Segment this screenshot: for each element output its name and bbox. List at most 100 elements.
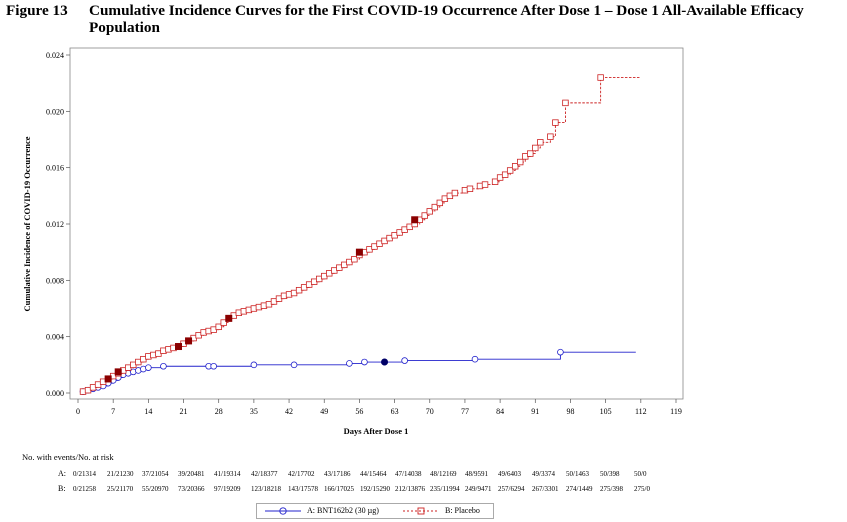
series-b-point <box>562 99 569 107</box>
legend-a-marker <box>279 507 287 515</box>
y-axis-label: Cumulative Incidence of COVID-19 Occurre… <box>22 136 32 311</box>
risk-cell-b: 192/15290 <box>360 485 390 493</box>
risk-cell-b: 257/6294 <box>498 485 525 493</box>
x-tick-label: 42 <box>285 407 293 416</box>
x-axis-label: Days After Dose 1 <box>344 426 409 436</box>
series-a-point <box>290 361 298 369</box>
chart-legend: A: BNT162b2 (30 µg) B: Placebo <box>256 503 494 519</box>
series-b-point <box>215 323 222 331</box>
series-a-point <box>401 357 408 364</box>
series-a-point <box>361 358 368 366</box>
risk-cell-a: 41/19314 <box>214 470 241 478</box>
series-b-point <box>436 199 444 207</box>
y-tick-label: 0.020 <box>46 107 64 116</box>
risk-row-a-label: A: <box>58 469 66 478</box>
risk-cell-a: 43/17186 <box>324 470 351 478</box>
series-b-point <box>451 189 459 197</box>
risk-cell-b: 212/13876 <box>395 485 425 493</box>
risk-cell-b: 73/20366 <box>178 485 205 493</box>
risk-cell-a: 50/0 <box>634 470 647 478</box>
x-tick-label: 70 <box>426 407 434 416</box>
risk-cell-b: 143/17578 <box>288 485 318 493</box>
series-b-point <box>491 178 499 185</box>
figure-title-line2: Population <box>89 19 160 36</box>
series-b-point <box>552 119 559 126</box>
x-tick-label: 56 <box>355 407 363 416</box>
risk-cell-a: 37/21054 <box>142 470 169 478</box>
series-b-highlight-point <box>225 314 233 322</box>
y-tick-label: 0.000 <box>46 389 64 398</box>
series-a-highlight-point <box>381 358 389 366</box>
figure-title-line1: Cumulative Incidence Curves for the Firs… <box>89 2 804 19</box>
series-a-point <box>250 361 258 369</box>
series-a-point <box>145 364 152 371</box>
risk-cell-a: 44/15464 <box>360 470 387 478</box>
series-b-point <box>481 181 489 188</box>
y-tick-label: 0.024 <box>46 51 64 60</box>
series-b-highlight-point <box>185 337 193 345</box>
x-tick-label: 91 <box>531 407 539 416</box>
series-b-point <box>597 74 604 81</box>
x-tick-label: 28 <box>215 407 223 416</box>
series-b-point <box>466 185 474 192</box>
risk-cell-b: 123/18218 <box>251 485 281 493</box>
series-b-point <box>506 167 514 174</box>
series-b-highlight-point <box>104 375 112 383</box>
y-tick-label: 0.012 <box>46 220 64 229</box>
series-a-point <box>346 360 353 367</box>
x-tick-label: 112 <box>635 407 647 416</box>
series-b-point <box>517 158 524 166</box>
y-axis: 0.000 0.004 0.008 0.012 0.016 0.020 0.024 <box>46 51 70 398</box>
risk-cell-a: 50/1463 <box>566 470 589 478</box>
risk-cell-b: 235/11994 <box>430 485 460 493</box>
risk-cell-a: 21/21230 <box>107 470 134 478</box>
risk-cell-b: 55/20970 <box>142 485 169 493</box>
x-tick-label: 119 <box>670 407 682 416</box>
legend-a-label: A: BNT162b2 (30 µg) <box>307 506 379 515</box>
risk-cell-a: 47/14038 <box>395 470 422 478</box>
series-b <box>79 74 641 395</box>
y-tick-label: 0.016 <box>46 164 64 173</box>
x-tick-label: 14 <box>144 407 152 416</box>
series-b-highlight-point <box>411 216 419 224</box>
series-a-line <box>83 351 636 393</box>
x-tick-label: 35 <box>250 407 258 416</box>
risk-cell-a: 49/3374 <box>532 470 555 478</box>
y-tick-label: 0.004 <box>46 333 64 342</box>
risk-cell-a: 48/12169 <box>430 470 457 478</box>
series-b-point <box>532 144 539 152</box>
x-axis: 0 7 14 21 28 35 42 49 56 63 70 77 84 91 98 105 112 119 <box>76 399 682 416</box>
risk-cell-b: 0/21258 <box>73 485 96 493</box>
figure-title: Figure 13 Cumulative Incidence Curves for… <box>6 2 841 36</box>
risk-cell-b: 249/9471 <box>465 485 492 493</box>
risk-cell-b: 267/3301 <box>532 485 559 493</box>
x-tick-label: 63 <box>391 407 399 416</box>
series-a-point <box>471 355 479 363</box>
plot-frame <box>69 47 684 400</box>
series-b-point <box>426 208 433 215</box>
series-a-point <box>160 362 167 370</box>
series-a-point <box>557 348 564 356</box>
x-tick-label: 21 <box>180 407 188 416</box>
series-b-point <box>501 171 509 178</box>
series-b-point <box>547 133 554 140</box>
series-b-highlight-point <box>355 248 363 256</box>
series-b-point <box>220 319 227 326</box>
risk-cell-a: 0/21314 <box>73 470 96 478</box>
legend-b-label: B: Placebo <box>445 506 480 515</box>
x-tick-label: 84 <box>496 407 504 416</box>
risk-cell-b: 97/19209 <box>214 485 241 493</box>
series-b-highlight-point <box>114 368 122 376</box>
series-b-point <box>527 150 534 157</box>
series-b-point <box>351 256 358 263</box>
risk-cell-b: 166/17025 <box>324 485 354 493</box>
risk-cell-a: 42/17702 <box>288 470 315 478</box>
series-a-point <box>210 362 217 370</box>
series-layer <box>79 74 641 395</box>
x-tick-label: 98 <box>566 407 574 416</box>
x-tick-label: 105 <box>600 407 612 416</box>
series-a <box>79 348 636 395</box>
risk-cell-a: 50/398 <box>600 470 620 478</box>
x-tick-label: 77 <box>461 407 469 416</box>
risk-cell-b: 25/21170 <box>107 485 134 493</box>
